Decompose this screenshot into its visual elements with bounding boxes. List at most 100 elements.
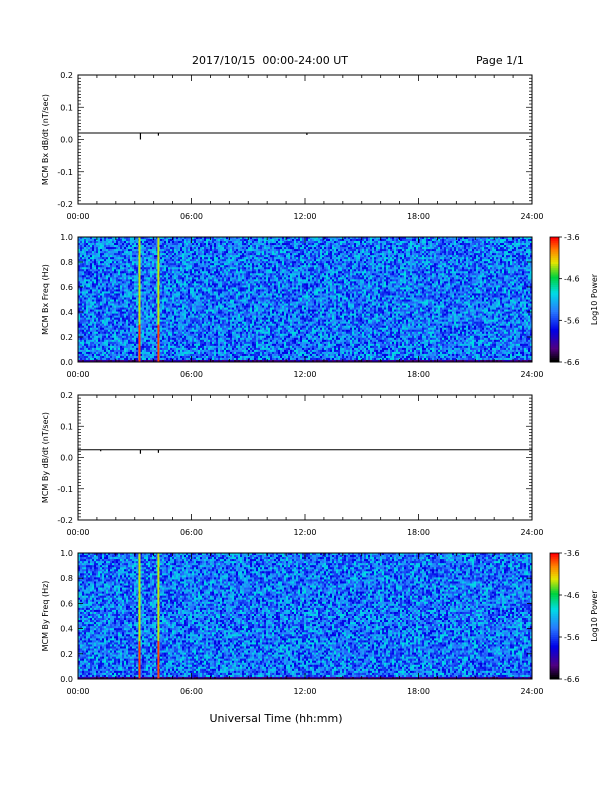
spectrogram-cell (524, 237, 527, 240)
spectrogram-cell (322, 261, 325, 264)
spectrogram-cell (370, 265, 373, 268)
spectrogram-cell (104, 275, 107, 278)
spectrogram-cell (278, 257, 281, 260)
spectrogram-cell (500, 239, 503, 242)
spectrogram-cell (514, 243, 517, 246)
spectrogram-cell (402, 247, 405, 250)
spectrogram-cell (118, 247, 121, 250)
spectrogram-cell (260, 239, 263, 242)
spectrogram-cell (342, 247, 345, 250)
spectrogram-cell (106, 263, 109, 266)
spectrogram-cell (166, 261, 169, 264)
spectrogram-cell (476, 263, 479, 266)
spectrogram-cell (454, 245, 457, 248)
spectrogram-cell (196, 253, 199, 256)
spectrogram-cell (90, 241, 93, 244)
spectrogram-cell (530, 243, 533, 246)
spectrogram-cell (258, 275, 261, 278)
spectrogram-cell (238, 259, 241, 262)
spectrogram-cell (218, 269, 221, 272)
spectrogram-cell (104, 251, 107, 254)
spectrogram-cell (292, 275, 295, 278)
spectrogram-cell (446, 259, 449, 262)
spectrogram-cell (116, 257, 119, 260)
spectrogram-cell (312, 255, 315, 258)
spectrogram-cell (154, 263, 157, 266)
spectrogram-cell (130, 255, 133, 258)
spectrogram-cell (196, 249, 199, 252)
spectrogram-cell (328, 237, 331, 240)
spectrogram-cell (166, 259, 169, 262)
spectrogram-cell (378, 277, 381, 280)
spectrogram-cell (448, 263, 451, 266)
spectrogram-cell (240, 239, 243, 242)
spectrogram-cell (406, 267, 409, 270)
spectrogram-cell (444, 243, 447, 246)
spectrogram-cell (114, 257, 117, 260)
spectrogram-cell (430, 267, 433, 270)
spectrogram-cell (112, 247, 115, 250)
spectrogram-cell (362, 249, 365, 252)
spectrogram-cell (406, 275, 409, 278)
spectrogram-cell (208, 279, 211, 282)
spectrogram-cell (326, 241, 329, 244)
spectrogram-cell (482, 277, 485, 280)
spectrogram-cell (78, 277, 81, 280)
spectrogram-cell (460, 249, 463, 252)
spectrogram-cell (330, 249, 333, 252)
spectrogram-cell (118, 253, 121, 256)
spectrogram-cell (258, 259, 261, 262)
spectrogram-cell (196, 279, 199, 282)
spectrogram-cell (184, 267, 187, 270)
spectrogram-cell (294, 277, 297, 280)
spectrogram-cell (150, 261, 153, 264)
spectrogram-cell (484, 267, 487, 270)
spectrogram-cell (156, 255, 159, 258)
spectrogram-cell (248, 247, 251, 250)
spectrogram-cell (474, 241, 477, 244)
spectrogram-cell (496, 253, 499, 256)
spectrogram-cell (364, 257, 367, 260)
spectrogram-cell (132, 277, 135, 280)
spectrogram-cell (520, 255, 523, 258)
spectrogram-cell (412, 263, 415, 266)
spectrogram-cell (118, 263, 121, 266)
spectrogram-cell (518, 275, 521, 278)
spectrogram-cell (276, 273, 279, 276)
spectrogram-cell (228, 271, 231, 274)
spectrogram-cell (238, 271, 241, 274)
spectrogram-cell (152, 275, 155, 278)
spectrogram-cell (442, 237, 445, 240)
spectrogram-cell (106, 259, 109, 262)
spectrogram-cell (424, 241, 427, 244)
spectrogram-cell (204, 241, 207, 244)
spectrogram-cell (410, 257, 413, 260)
spectrogram-cell (336, 275, 339, 278)
spectrogram-cell (478, 277, 481, 280)
spectrogram-cell (116, 279, 119, 282)
spectrogram-cell (464, 273, 467, 276)
spectrogram-cell (96, 261, 99, 264)
spectrogram-cell (284, 239, 287, 242)
spectrogram-cell (266, 265, 269, 268)
spectrogram-cell (308, 271, 311, 274)
spectrogram-cell (234, 279, 237, 282)
spectrogram-cell (196, 261, 199, 264)
spectrogram-cell (328, 243, 331, 246)
spectrogram-cell (454, 275, 457, 278)
spectrogram-cell (228, 251, 231, 254)
spectrogram-cell (134, 253, 137, 256)
spectrogram-cell (212, 253, 215, 256)
spectrogram-cell (524, 263, 527, 266)
spectrogram-cell (246, 255, 249, 258)
spectrogram-cell (464, 265, 467, 268)
spectrogram-cell (218, 237, 221, 240)
spectrogram-cell (518, 253, 521, 256)
spectrogram-cell (346, 245, 349, 248)
spectrogram-cell (300, 273, 303, 276)
spectrogram-cell (322, 237, 325, 240)
spectrogram-cell (390, 257, 393, 260)
spectrogram-cell (208, 253, 211, 256)
spectrogram-cell (426, 245, 429, 248)
spectrogram-cell (330, 273, 333, 276)
